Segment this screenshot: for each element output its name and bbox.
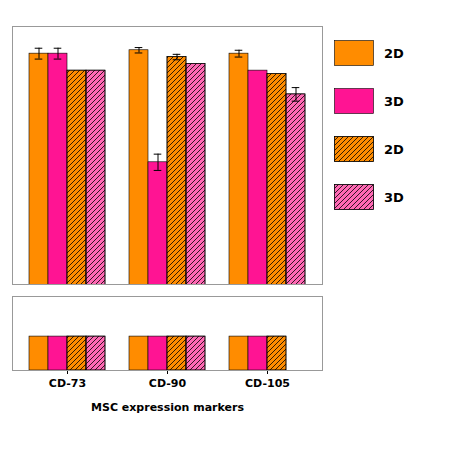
- svg-text:CD-105: CD-105: [245, 377, 290, 390]
- svg-text:MSC expression markers: MSC expression markers: [91, 401, 244, 414]
- svg-text:CD-90: CD-90: [149, 377, 187, 390]
- html-text:3D: 3D: [384, 93, 404, 109]
- html-text:2D: 2D: [384, 45, 404, 61]
- html-text:2D: 2D: [384, 141, 404, 157]
- html-text:3D: 3D: [384, 189, 404, 205]
- svg-text:CD-73: CD-73: [49, 377, 86, 390]
